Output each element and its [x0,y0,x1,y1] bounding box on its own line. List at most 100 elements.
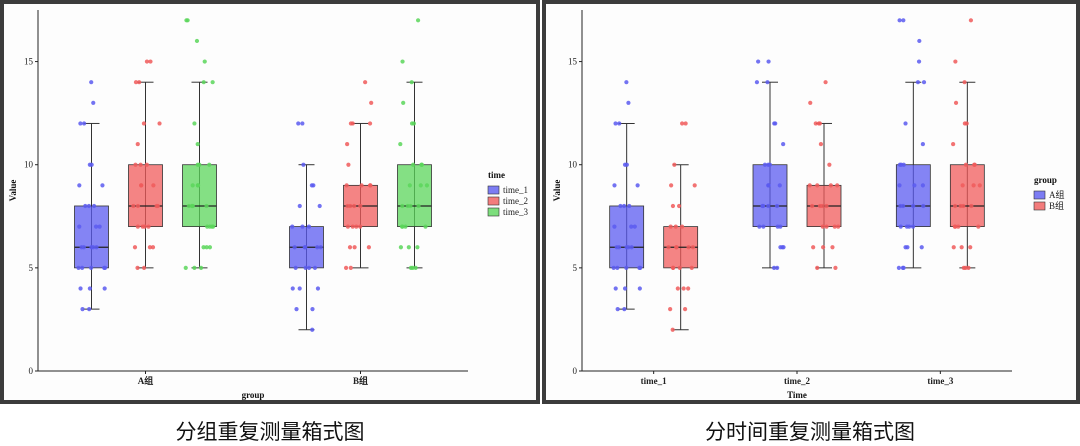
data-point [190,203,195,209]
data-point [760,203,765,209]
data-point [131,203,136,209]
chart-panel-by-time: 0 5 10 15 Value Time time_1 time_2 time_3 group A组… [542,0,1080,404]
data-point [830,245,835,250]
data-point [624,265,629,270]
data-point [624,80,629,85]
data-point [807,183,812,188]
data-point [148,59,153,64]
data-point [369,100,374,105]
boxplot-by-time: 0 5 10 15 Value Time time_1 time_2 time_3 group A组… [552,10,1065,400]
data-point [154,203,159,209]
data-point [668,224,673,229]
data-point [621,203,627,209]
data-point [836,224,841,229]
legend-title: time [488,170,505,180]
data-point [91,203,97,209]
data-point [971,183,976,188]
data-point [617,121,622,126]
legend-label: B组 [1049,200,1064,211]
data-point [406,245,411,250]
data-point [977,183,982,188]
data-point [300,121,305,126]
data-point [681,286,686,291]
data-point [897,18,902,23]
data-point [424,183,430,188]
data-point [141,121,147,126]
x-axis-title: group [242,390,265,400]
data-point [207,162,212,167]
data-point [821,245,826,250]
data-point [398,245,404,250]
data-point [912,183,917,188]
data-point [961,265,966,270]
y-tick-label: 5 [573,263,578,273]
data-point [345,224,351,229]
data-point [183,265,188,270]
data-point [78,121,83,126]
data-point [368,183,373,188]
y-tick-label: 10 [24,160,34,170]
data-point [93,224,99,229]
data-point [611,265,616,270]
y-tick-label: 15 [568,57,578,67]
data-point [828,183,833,188]
data-point [615,265,620,270]
data-point [190,183,195,188]
data-point [771,265,777,270]
data-point [192,265,197,270]
data-point [91,245,96,250]
data-point [151,183,156,188]
data-point [135,141,140,147]
y-tick-label: 15 [24,57,34,67]
data-point [956,224,961,229]
data-point [962,121,967,126]
data-point [820,203,825,209]
data-point [682,307,688,312]
data-point [953,100,959,105]
data-point [781,141,786,147]
data-point [401,100,406,105]
data-point [317,203,322,209]
data-point [622,307,627,312]
data-point [911,203,916,209]
legend-swatch [487,207,500,217]
data-point [358,203,363,209]
box-iqr [128,164,163,227]
caption-by-time: 分时间重复测量箱式图 [705,420,915,444]
data-point [82,121,87,126]
box-iqr [949,164,985,227]
data-point [820,224,825,229]
data-point [78,286,83,291]
data-point [899,162,904,167]
box-iqr [397,164,432,227]
data-point [195,141,200,147]
data-point [811,245,816,250]
data-point [194,38,200,44]
data-point [77,224,82,229]
data-point [686,245,691,250]
data-point [138,162,143,167]
data-point [629,245,634,250]
data-point [306,265,312,270]
data-point [91,100,96,105]
data-point [345,141,350,147]
data-point [766,59,771,64]
data-point [921,203,926,209]
box-iqr [752,164,788,227]
data-point [612,183,617,188]
data-point [415,245,420,250]
data-point [969,203,974,209]
data-point [818,141,824,147]
data-point [87,307,92,312]
data-point [186,203,191,209]
data-point [315,245,320,250]
data-point [756,59,761,64]
data-point [898,203,903,209]
data-point [102,286,107,291]
data-point [400,59,405,64]
data-point [416,203,421,209]
data-point [686,286,691,291]
data-point [680,121,685,126]
data-point [86,203,92,209]
data-point [775,265,780,270]
